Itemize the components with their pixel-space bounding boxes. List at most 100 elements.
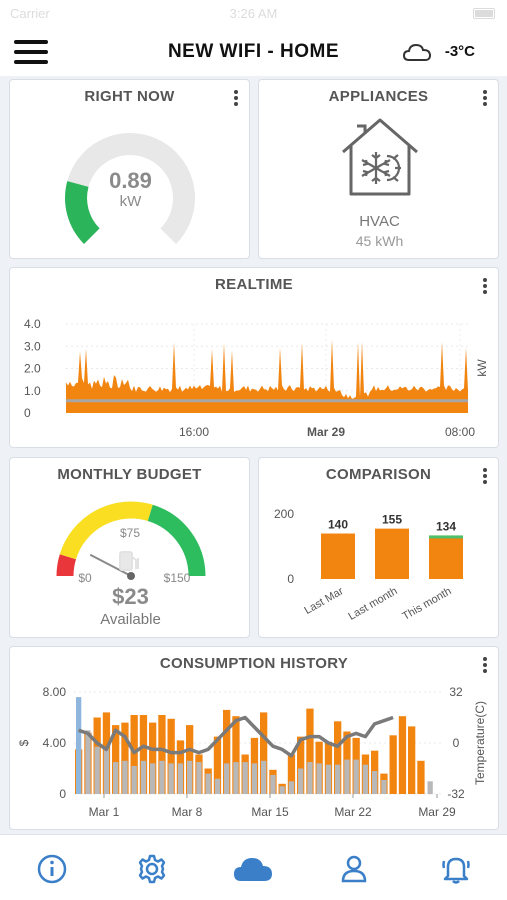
- comparison-bar: [427, 781, 433, 795]
- comparison-bar: [335, 764, 341, 794]
- monthly-budget-title: MONTHLY BUDGET: [57, 466, 202, 483]
- bell-icon[interactable]: [440, 853, 472, 885]
- comparison-bar: [76, 697, 82, 794]
- fuel-pump-icon: [119, 551, 139, 571]
- realtime-card[interactable]: REALTIME 4.0 3.0 2.0 1.0 0 16:00 Mar 29 08:00 …: [9, 267, 499, 448]
- comparison-bar: [316, 763, 322, 794]
- usage-bar: [398, 716, 407, 794]
- x-tick-label: Mar 1: [89, 805, 120, 819]
- x-tick-label: Mar 29: [307, 425, 345, 439]
- page-title: NEW WIFI - HOME: [167, 41, 340, 62]
- comparison-bar: [344, 759, 350, 794]
- power-gauge: [65, 133, 195, 244]
- comparison-bar: [177, 763, 184, 794]
- x-tick-label: This month: [400, 585, 453, 623]
- usage-bar: [112, 725, 120, 794]
- user-icon[interactable]: [338, 853, 370, 885]
- more-options-icon[interactable]: [480, 468, 490, 488]
- y-axis-unit: $: [17, 739, 31, 746]
- temperature-readout: -3°C: [444, 43, 475, 60]
- budget-caption: Available: [100, 611, 161, 628]
- realtime-title: REALTIME: [215, 276, 293, 293]
- comparison-bar: [94, 746, 100, 794]
- monthly-budget-card[interactable]: MONTHLY BUDGET $0 $75 $150 $23 Available: [9, 457, 250, 638]
- usage-bar: [334, 721, 342, 794]
- more-options-icon[interactable]: [480, 657, 490, 677]
- comparison-bar: [381, 780, 387, 794]
- x-tick-label: 16:00: [179, 425, 209, 439]
- bottom-nav: [0, 834, 507, 900]
- clock: 3:26 AM: [229, 6, 278, 21]
- bar-value-label: 155: [382, 513, 402, 527]
- y-tick-label: 0: [24, 406, 31, 420]
- gauge-segment-green: [147, 504, 206, 577]
- usage-bar: [260, 712, 268, 794]
- gauge-fill: [65, 181, 100, 244]
- cloud-icon[interactable]: [232, 853, 274, 885]
- bar-value-label: 134: [436, 519, 456, 533]
- comparison-card[interactable]: COMPARISON 200 0 140 Last Mar 155 Last mont…: [258, 457, 499, 638]
- more-options-icon[interactable]: [480, 90, 490, 110]
- comparison-chart: 200 0 140 Last Mar 155 Last month 134 This mo…: [274, 507, 463, 623]
- usage-bar: [121, 722, 129, 794]
- gauge-segment-yellow: [59, 501, 153, 560]
- app-header: NEW WIFI - HOME -3°C: [0, 28, 507, 76]
- comparison-bar: [122, 760, 128, 794]
- consumption-history-chart: 8.00 4.00 0 32 0 -32 Mar 1 Mar 8 Mar 15 Mar 22 Mar…: [17, 685, 487, 819]
- comparison-bar: [103, 746, 110, 794]
- appliances-title: APPLIANCES: [328, 88, 429, 105]
- y2-tick-label: -32: [447, 787, 465, 801]
- y-tick-label: 0: [59, 787, 66, 801]
- power-value: 0.89: [109, 168, 152, 193]
- usage-bar: [158, 715, 166, 794]
- y-tick-label: 3.0: [24, 339, 41, 353]
- usage-bar: [287, 754, 296, 794]
- usage-bar: [167, 718, 175, 794]
- comparison-bar: [298, 768, 304, 794]
- comparison-bar: [113, 762, 119, 794]
- info-icon[interactable]: [36, 853, 68, 885]
- budget-gauge: $0 $75 $150: [56, 501, 206, 585]
- power-unit: kW: [119, 193, 142, 210]
- budget-max-label: $150: [164, 571, 191, 585]
- more-options-icon[interactable]: [231, 90, 241, 110]
- appliance-name: HVAC: [359, 213, 400, 230]
- consumption-history-card[interactable]: CONSUMPTION HISTORY 8.00 4.00 0 32 0 -32 Mar 1…: [9, 646, 499, 830]
- hamburger-menu-icon[interactable]: [14, 40, 48, 64]
- comparison-bar: [140, 760, 147, 794]
- gauge-segment-red: [56, 554, 77, 577]
- comparison-bar: [325, 764, 332, 794]
- comparison-bar: [150, 763, 156, 794]
- gear-icon[interactable]: [136, 853, 168, 885]
- y-tick-label: 0: [287, 572, 294, 586]
- appliances-card[interactable]: APPLIANCES HVAC 45 kWh: [258, 79, 499, 259]
- consumption-history-title: CONSUMPTION HISTORY: [159, 655, 349, 672]
- x-tick-label: Mar 29: [418, 805, 456, 819]
- comparison-bar: [233, 762, 239, 794]
- comparison-bar: [168, 763, 174, 794]
- usage-bar: [417, 760, 425, 794]
- y-tick-label: 4.00: [43, 736, 67, 750]
- comparison-bar: [159, 760, 165, 794]
- usage-bar: [232, 716, 240, 794]
- comparison-bar: [353, 759, 359, 794]
- usage-bar: [306, 708, 314, 794]
- carrier-label: Carrier: [10, 6, 50, 21]
- y-tick-label: 8.00: [43, 685, 67, 699]
- y-tick-label: 200: [274, 507, 294, 521]
- house-snowflake-sun-icon: [342, 118, 418, 196]
- usage-bar: [389, 735, 397, 794]
- y-tick-label: 2.0: [24, 362, 41, 376]
- usage-bar: [149, 722, 157, 794]
- comparison-bar: [196, 762, 202, 794]
- right-now-card[interactable]: RIGHT NOW 0.89 kW: [9, 79, 250, 259]
- temperature-line: [78, 715, 394, 758]
- more-options-icon[interactable]: [480, 278, 490, 298]
- budget-amount: $23: [112, 584, 149, 609]
- y-tick-label: 1.0: [24, 384, 41, 398]
- comparison-bar: [288, 781, 295, 795]
- usage-bar: [223, 709, 231, 794]
- comparison-bar: [375, 528, 409, 579]
- y-axis-unit: kW: [475, 359, 489, 377]
- x-tick-label: Mar 8: [172, 805, 203, 819]
